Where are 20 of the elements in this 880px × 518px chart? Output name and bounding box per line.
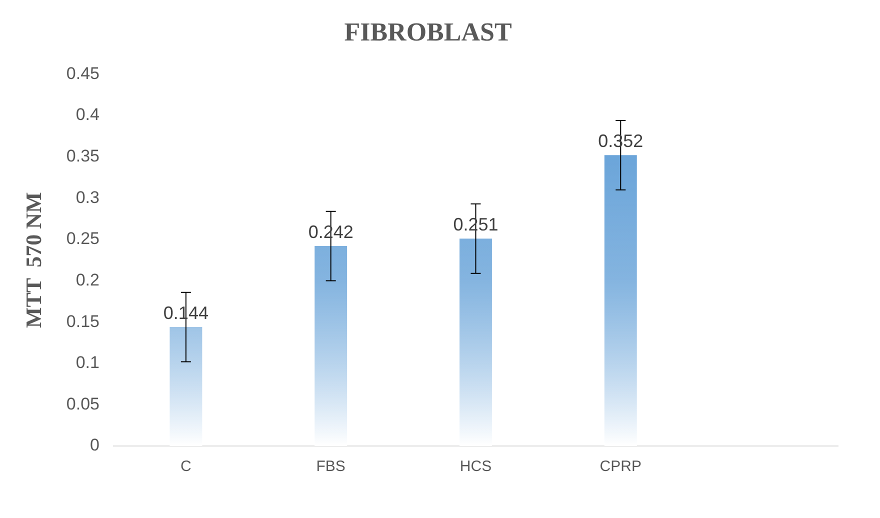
bar [170, 327, 202, 446]
y-tick-label: 0 [90, 436, 100, 455]
y-tick-label: 0.1 [76, 353, 100, 372]
y-tick-label: 0.15 [66, 312, 100, 331]
y-tick-label: 0.45 [66, 64, 100, 83]
y-tick-label: 0.35 [66, 146, 100, 166]
y-tick-label: 0.05 [66, 394, 100, 414]
x-tick-label: FBS [316, 458, 346, 476]
x-tick-label: C [180, 458, 192, 476]
y-tick-label: 0.4 [76, 105, 100, 124]
bar [460, 238, 492, 446]
bar [604, 155, 637, 446]
x-tick-label: HCS [460, 458, 492, 476]
y-tick-label: 0.25 [66, 229, 100, 248]
bar [314, 246, 348, 446]
y-tick-label: 0.3 [76, 188, 100, 207]
y-tick-label: 0.2 [76, 270, 100, 290]
x-tick-label: CPRP [600, 458, 642, 476]
chart-title: FIBROBLAST [344, 17, 512, 46]
y-axis-title: MTT 570 NM [20, 192, 46, 328]
